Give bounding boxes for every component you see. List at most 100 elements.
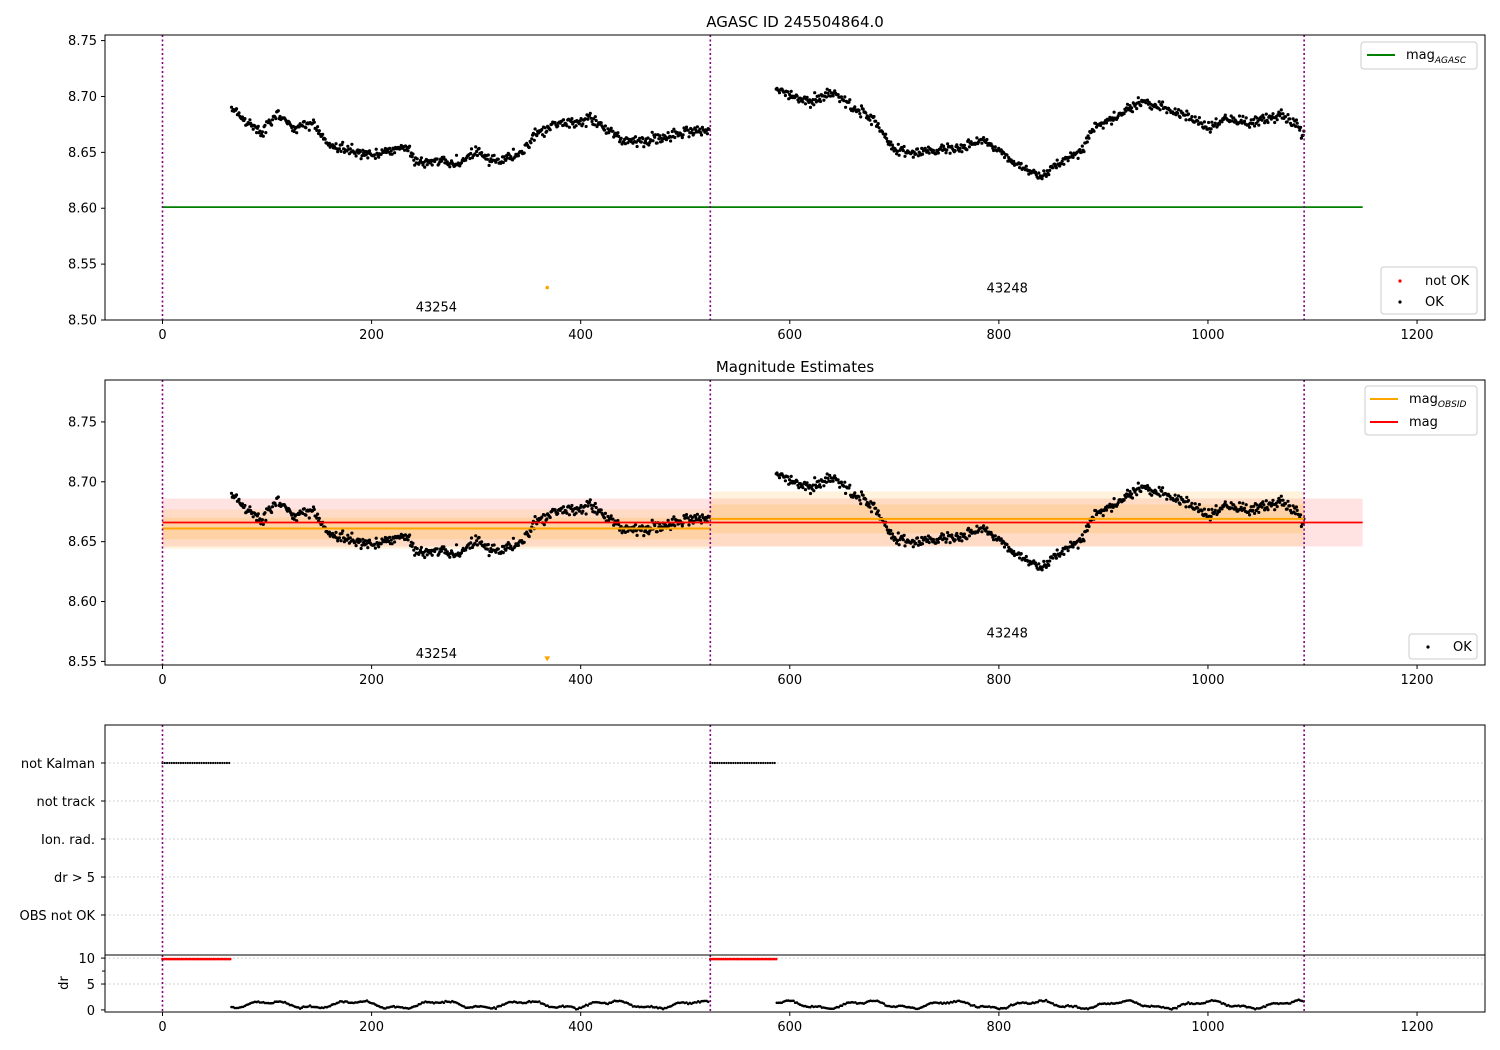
- data-point: [1213, 121, 1217, 125]
- data-point: [623, 142, 628, 146]
- data-point: [1217, 122, 1222, 126]
- data-point: [485, 157, 489, 161]
- data-point: [808, 105, 813, 109]
- dr-point: [442, 1001, 446, 1005]
- data-point: [869, 122, 874, 127]
- data-point: [258, 517, 262, 521]
- data-point: [429, 551, 433, 555]
- data-point: [581, 122, 585, 126]
- data-point: [990, 533, 994, 537]
- dr-point: [538, 1000, 541, 1003]
- data-point: [399, 143, 403, 148]
- data-point: [260, 130, 264, 134]
- data-point: [1124, 495, 1128, 499]
- data-point: [469, 151, 473, 156]
- data-point: [828, 473, 832, 477]
- data-point: [1196, 506, 1200, 510]
- data-point: [666, 131, 670, 135]
- dr-point: [1187, 1001, 1190, 1004]
- dr-point: [1044, 998, 1048, 1002]
- data-point: [509, 155, 513, 159]
- flag-point: [214, 761, 217, 765]
- data-point: [561, 118, 566, 122]
- dr-red-point: [178, 957, 181, 961]
- dr-red-point: [739, 957, 742, 961]
- data-point: [399, 532, 403, 536]
- data-point: [1281, 112, 1285, 116]
- data-point: [270, 505, 275, 509]
- data-point: [307, 128, 311, 132]
- dr-red-point: [742, 957, 746, 961]
- data-point: [1264, 499, 1268, 503]
- data-point: [1005, 542, 1009, 547]
- data-point: [473, 152, 477, 156]
- data-point: [686, 516, 690, 520]
- data-point: [1241, 114, 1245, 118]
- x-tick-label: 1200: [1400, 673, 1433, 688]
- data-point: [312, 507, 316, 511]
- data-point: [639, 140, 643, 144]
- flag-point: [759, 761, 763, 765]
- dr-point: [837, 1005, 840, 1009]
- flag-point: [725, 761, 728, 765]
- data-point: [824, 95, 829, 99]
- data-point: [480, 540, 484, 544]
- dr-red-point: [729, 957, 733, 961]
- data-point: [423, 165, 427, 169]
- data-point: [339, 539, 343, 543]
- flag-point: [198, 761, 201, 765]
- dr-red-point: [741, 957, 744, 961]
- dr-point: [1263, 1005, 1267, 1009]
- agasc-magnitude-panel: 43254 43248 0 200 400 600 800 1000 1200 8.50 8.55 8…: [68, 34, 1486, 343]
- data-point: [301, 124, 305, 128]
- flag-point: [207, 761, 210, 765]
- data-point: [1139, 104, 1143, 108]
- data-point: [1071, 155, 1075, 159]
- data-point: [270, 123, 274, 127]
- obsid-label: 43254: [416, 647, 457, 662]
- data-point: [594, 118, 598, 123]
- dr-red-point: [750, 957, 753, 961]
- data-point: [593, 115, 597, 119]
- data-point: [243, 503, 247, 508]
- data-point: [334, 142, 338, 146]
- figure-title: AGASC ID 245504864.0: [706, 13, 884, 31]
- x-tick-label: 1000: [1191, 328, 1224, 343]
- dr-red-point: [189, 957, 192, 961]
- data-point: [1173, 493, 1177, 497]
- data-point: [413, 553, 417, 557]
- legend-box: [1408, 633, 1478, 660]
- data-point: [1294, 512, 1298, 516]
- data-point: [805, 481, 809, 485]
- data-point: [586, 117, 590, 121]
- data-point: [826, 91, 830, 95]
- data-point: [588, 111, 592, 115]
- dr-red-point: [228, 957, 232, 961]
- flag-point: [743, 761, 746, 765]
- data-point: [346, 533, 350, 537]
- data-point: [406, 538, 410, 542]
- data-point: [826, 476, 830, 480]
- data-point: [985, 526, 989, 530]
- data-point: [501, 160, 505, 165]
- data-point: [359, 546, 363, 551]
- data-point: [1045, 169, 1049, 173]
- dr-red-point: [217, 957, 221, 961]
- dr-point: [308, 1004, 312, 1007]
- data-point: [502, 155, 506, 159]
- data-point: [464, 548, 468, 552]
- data-point: [307, 516, 311, 520]
- dr-point: [1223, 1002, 1227, 1006]
- data-point: [1160, 489, 1164, 493]
- data-point: [858, 498, 862, 502]
- data-point: [1033, 170, 1038, 174]
- dr-red-point: [221, 957, 224, 961]
- data-point: [570, 503, 574, 508]
- dr-red-point: [752, 957, 755, 961]
- data-point: [419, 545, 423, 550]
- data-point: [229, 105, 234, 109]
- data-point: [366, 156, 370, 160]
- data-point: [958, 146, 962, 150]
- data-point: [824, 480, 829, 484]
- flag-point: [205, 761, 208, 765]
